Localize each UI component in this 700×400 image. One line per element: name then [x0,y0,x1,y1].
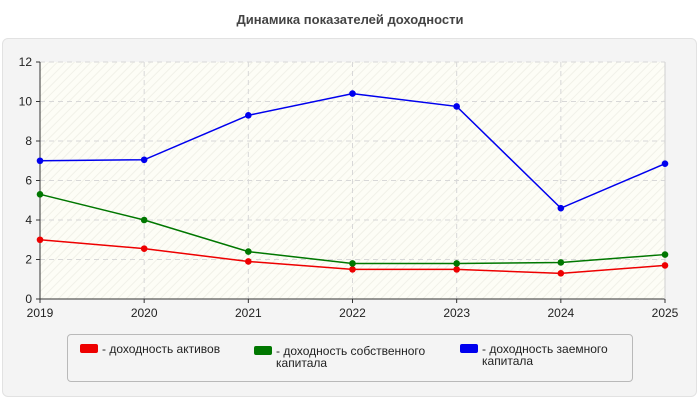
data-point-2 [140,156,148,164]
legend-label-assets: - доходность активов [102,342,221,356]
data-point-0 [453,266,460,273]
data-point-1 [349,260,356,267]
y-tick-label: 12 [19,55,33,69]
y-axis-ticks: 0 2 4 6 8 10 12 [19,55,33,306]
legend-swatch-debt [460,344,478,353]
data-point-1 [36,191,44,198]
x-tick-label: 2022 [339,306,366,320]
data-point-2 [36,157,44,165]
data-point-1 [140,216,148,224]
x-tick-label: 2025 [652,306,679,320]
data-point-2 [245,112,252,119]
axes [36,61,666,303]
x-tick-label: 2020 [131,306,158,320]
x-tick-label: 2021 [235,306,262,320]
x-axis-ticks: 2019 2020 2021 2022 2023 2024 2025 [27,306,679,320]
y-tick-label: 2 [25,253,32,267]
legend: - доходность активов - доходность собств… [67,334,633,382]
y-tick-label: 10 [19,95,33,109]
chart-title: Динамика показателей доходности [236,12,464,27]
data-point-1 [557,259,565,266]
data-point-2 [349,90,356,97]
data-point-2 [557,204,565,212]
y-tick-label: 8 [25,134,32,148]
y-tick-label: 0 [25,292,32,306]
data-point-0 [349,266,356,273]
data-point-1 [661,251,669,258]
legend-label-debt: - доходность заемного капитала [482,342,608,368]
data-point-0 [557,270,565,277]
data-point-0 [36,236,44,244]
legend-swatch-equity [254,346,272,355]
grid-lines [40,61,665,299]
x-tick-label: 2023 [443,306,470,320]
data-point-0 [140,245,148,252]
x-tick-label: 2024 [547,306,574,320]
legend-label-equity: - доходность собственного капитала [276,344,426,370]
data-point-2 [661,160,669,168]
data-point-0 [661,262,669,269]
y-tick-label: 6 [25,174,32,188]
y-tick-label: 4 [25,213,32,227]
x-tick-label: 2019 [27,306,54,320]
data-point-1 [453,260,460,267]
data-point-0 [245,258,252,265]
data-point-2 [453,103,460,110]
legend-swatch-assets [80,344,98,353]
series-group [36,90,669,277]
data-point-1 [245,248,252,255]
